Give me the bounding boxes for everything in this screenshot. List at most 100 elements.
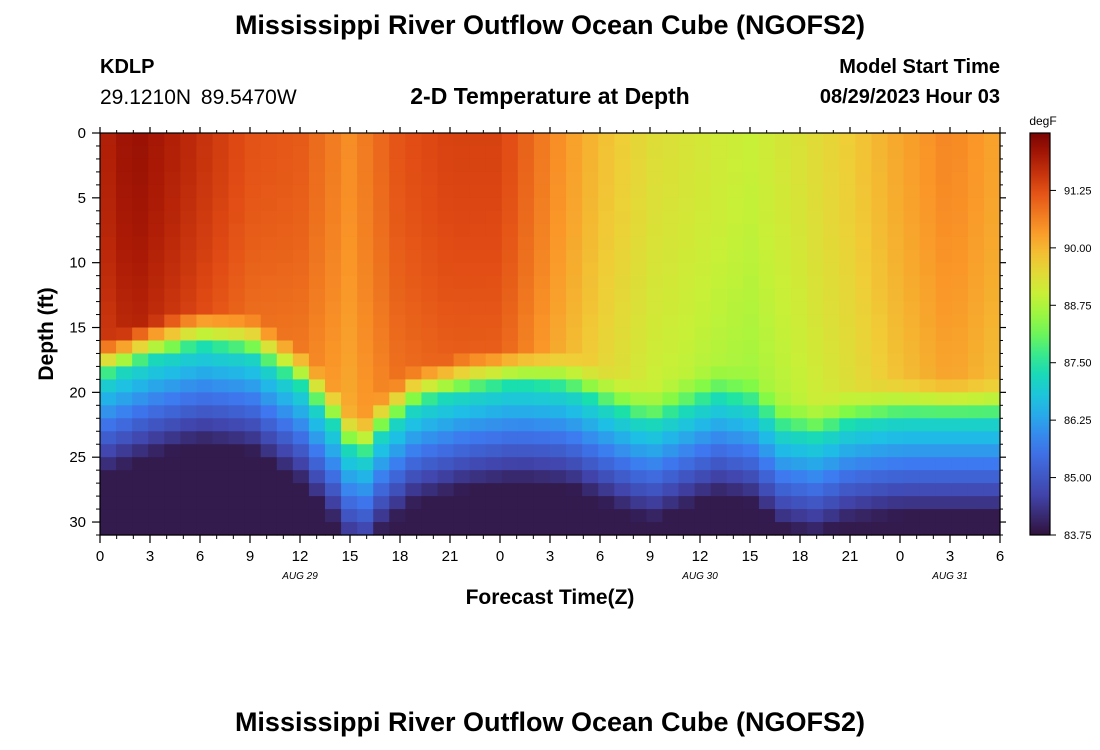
heatmap-cell	[614, 457, 631, 471]
heatmap-cell	[469, 379, 487, 393]
heatmap-cell	[244, 262, 262, 277]
heatmap-cell	[726, 470, 744, 484]
heatmap-cell	[244, 496, 262, 510]
heatmap-cell	[196, 405, 214, 419]
heatmap-cell	[967, 223, 985, 238]
heatmap-cell	[100, 210, 117, 225]
heatmap-cell	[116, 210, 133, 225]
heatmap-cell	[276, 405, 294, 419]
heatmap-cell	[116, 444, 133, 458]
heatmap-cell	[533, 418, 551, 432]
heatmap-cell	[775, 483, 792, 497]
heatmap-cell	[100, 171, 117, 186]
heatmap-cell	[373, 483, 390, 497]
heatmap-cell	[116, 171, 133, 186]
heatmap-cell	[533, 496, 551, 510]
heatmap-cell	[662, 431, 680, 445]
heatmap-cell	[308, 314, 326, 329]
heatmap-cell	[228, 366, 246, 380]
heatmap-cell	[533, 288, 551, 303]
heatmap-cell	[871, 418, 889, 432]
heatmap-cell	[132, 470, 149, 484]
heatmap-cell	[485, 133, 503, 147]
heatmap-cell	[951, 133, 969, 147]
heatmap-cell	[357, 223, 374, 238]
heatmap-cell	[389, 184, 406, 199]
heatmap-cell	[550, 509, 567, 523]
heatmap-cell	[919, 133, 937, 147]
heatmap-cell	[630, 405, 648, 419]
heatmap-cell	[357, 392, 374, 406]
heatmap-cell	[116, 405, 133, 419]
heatmap-cell	[967, 483, 985, 497]
heatmap-cell	[967, 301, 985, 316]
heatmap-cell	[726, 340, 744, 355]
heatmap-cell	[100, 301, 117, 316]
heatmap-cell	[469, 158, 487, 173]
heatmap-cell	[694, 522, 712, 536]
heatmap-cell	[389, 197, 406, 212]
heatmap-cell	[630, 288, 648, 303]
heatmap-cell	[630, 275, 648, 290]
heatmap-cell	[710, 223, 728, 238]
heatmap-cell	[646, 353, 664, 368]
heatmap-cell	[469, 184, 487, 199]
heatmap-cell	[807, 197, 824, 212]
heatmap-cell	[276, 509, 294, 523]
heatmap-cell	[935, 197, 953, 212]
heatmap-cell	[228, 275, 246, 290]
heatmap-cell	[694, 392, 712, 406]
heatmap-cell	[903, 392, 921, 406]
heatmap-cell	[325, 509, 342, 523]
date-label: AUG 29	[281, 571, 318, 582]
heatmap-cell	[967, 418, 985, 432]
heatmap-cell	[630, 210, 648, 225]
heatmap-cell	[292, 353, 310, 368]
heatmap-cell	[726, 236, 744, 251]
heatmap-cell	[903, 158, 921, 173]
heatmap-cell	[437, 405, 455, 419]
heatmap-cell	[855, 470, 873, 484]
heatmap-cell	[967, 275, 985, 290]
heatmap-cell	[566, 210, 583, 225]
heatmap-cell	[501, 405, 519, 419]
heatmap-cell	[533, 509, 551, 523]
heatmap-cell	[228, 483, 246, 497]
heatmap-cell	[517, 496, 535, 510]
heatmap-cell	[951, 392, 969, 406]
heatmap-cell	[951, 405, 969, 419]
heatmap-cell	[228, 236, 246, 251]
heatmap-cell	[116, 366, 133, 380]
heatmap-cell	[244, 509, 262, 523]
heatmap-cell	[807, 184, 824, 199]
heatmap-cell	[533, 314, 551, 329]
heatmap-cell	[325, 145, 342, 160]
heatmap-cell	[630, 418, 648, 432]
heatmap-cell	[839, 457, 856, 471]
heatmap-cell	[983, 431, 1001, 445]
heatmap-cell	[598, 184, 615, 199]
heatmap-cell	[614, 366, 631, 380]
heatmap-cell	[405, 210, 423, 225]
heatmap-cell	[823, 379, 840, 393]
heatmap-cell	[839, 314, 856, 329]
heatmap-cell	[967, 340, 985, 355]
heatmap-cell	[855, 133, 873, 147]
heatmap-cell	[405, 509, 423, 523]
heatmap-cell	[341, 249, 358, 264]
heatmap-cell	[871, 366, 889, 380]
heatmap-cell	[919, 327, 937, 342]
heatmap-cell	[116, 457, 133, 471]
heatmap-cell	[871, 353, 889, 368]
heatmap-cell	[726, 249, 744, 264]
heatmap-cell	[405, 262, 423, 277]
heatmap-cell	[983, 275, 1001, 290]
heatmap-cell	[437, 145, 455, 160]
heatmap-cell	[341, 236, 358, 251]
heatmap-cell	[983, 522, 1001, 536]
heatmap-cell	[983, 288, 1001, 303]
heatmap-cell	[871, 496, 889, 510]
heatmap-cell	[469, 145, 487, 160]
heatmap-cell	[100, 158, 117, 173]
heatmap-cell	[180, 392, 198, 406]
